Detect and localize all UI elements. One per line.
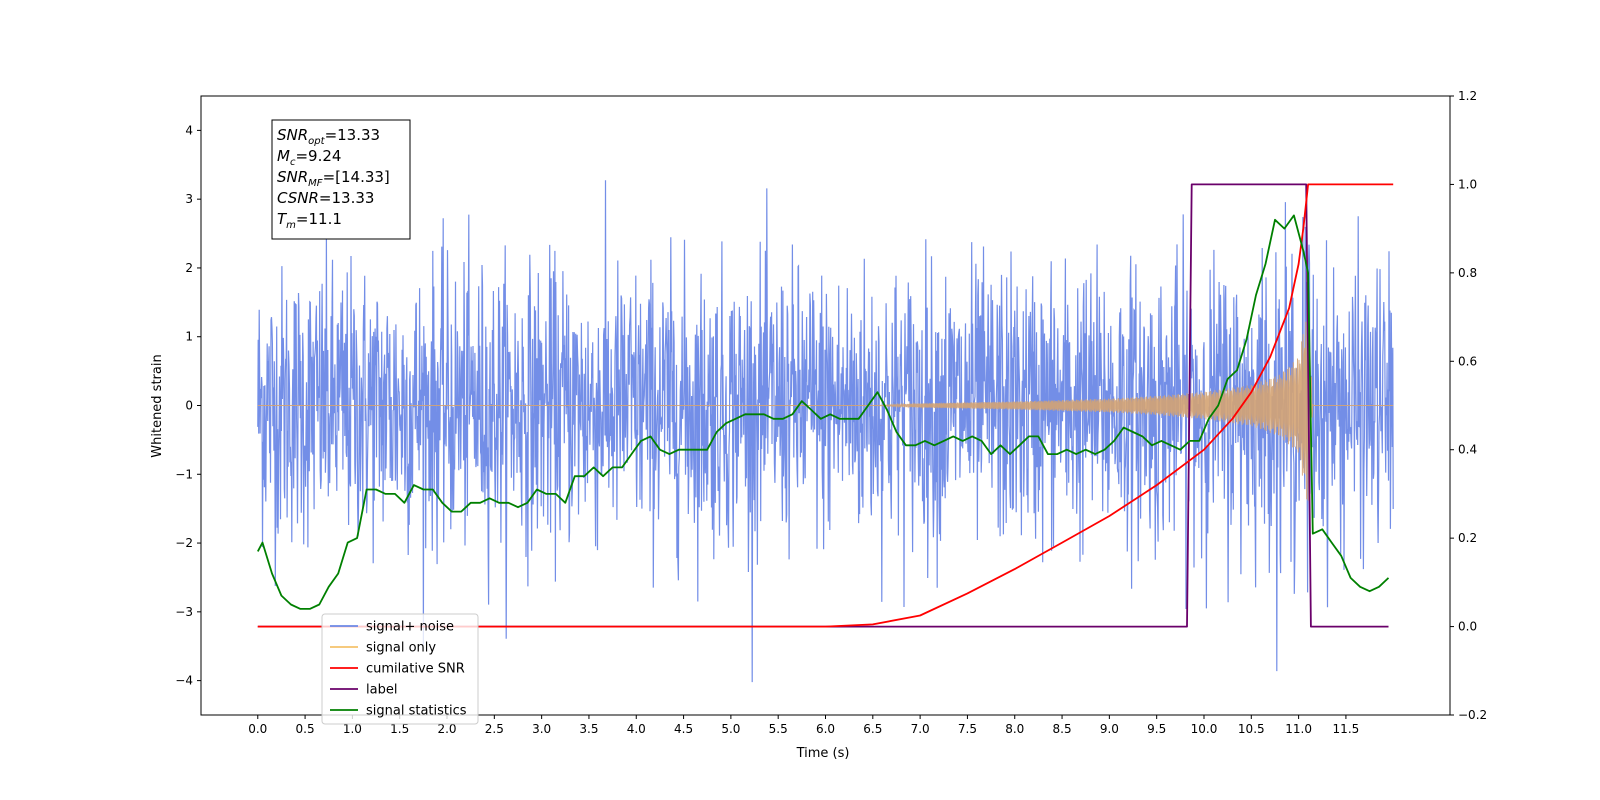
x-tick-label: 6.0 — [816, 722, 835, 736]
annotation-box: SNRopt=13.33Mc=9.24SNRMF=[14.33]CSNR=13.… — [271, 119, 411, 240]
y2-tick-label: 0.4 — [1458, 443, 1477, 457]
annotation-symbol: CSNR — [277, 189, 319, 207]
y2-tick-label: 0.0 — [1458, 620, 1477, 634]
signal-only-line — [257, 307, 1394, 501]
annotation-line: SNRMF=[14.33] — [277, 168, 390, 189]
y-tick-label: −3 — [175, 605, 193, 619]
annotation-line: CSNR=13.33 — [277, 189, 374, 207]
annotation-subscript: m — [286, 220, 296, 231]
x-tick-label: 11.0 — [1285, 722, 1312, 736]
y-tick-label: 3 — [185, 192, 193, 206]
y-tick-label: 2 — [185, 261, 193, 275]
x-tick-label: 1.5 — [390, 722, 409, 736]
x-tick-label: 9.0 — [1100, 722, 1119, 736]
cumulative-snr-line — [257, 183, 1394, 628]
legend-label: cumilative SNR — [366, 662, 465, 677]
x-tick-label: 4.0 — [627, 722, 646, 736]
x-tick-label: 4.5 — [674, 722, 693, 736]
plot-area — [257, 180, 1394, 683]
x-axis-label: Time (s) — [796, 746, 850, 761]
series-lines — [257, 183, 1394, 628]
x-tick-label: 9.5 — [1147, 722, 1166, 736]
x-tick-label: 11.5 — [1333, 722, 1360, 736]
x-tick-label: 0.0 — [248, 722, 267, 736]
x-tick-label: 6.5 — [863, 722, 882, 736]
y-axis-label: Whitened strain — [150, 354, 165, 457]
x-tick-label: 5.5 — [769, 722, 788, 736]
x-tick-label: 0.5 — [296, 722, 315, 736]
x-tick-label: 8.5 — [1053, 722, 1072, 736]
x-tick-label: 2.0 — [437, 722, 456, 736]
y-tick-label: −1 — [175, 467, 193, 481]
y-tick-label: 0 — [185, 399, 193, 413]
legend-frame — [321, 613, 479, 725]
legend-label: signal statistics — [366, 704, 467, 719]
annotation-line: Mc=9.24 — [277, 147, 341, 168]
y-tick-label: −2 — [175, 536, 193, 550]
annotation-symbol: T — [277, 210, 288, 228]
annotation-symbol: SNR — [277, 168, 308, 186]
annotation-line: Tm=11.1 — [277, 210, 342, 231]
annotation-frame — [271, 119, 411, 240]
y-tick-label: 1 — [185, 330, 193, 344]
y2-tick-label: 0.6 — [1458, 354, 1477, 368]
y-axis-right: −0.2 0.0 0.2 0.4 0.6 0.8 1.0 1.2 — [1450, 89, 1487, 722]
signal-plus-noise-line — [257, 180, 1394, 683]
y-axis-left: −4 −3 −2 −1 0 1 2 3 4 — [175, 123, 201, 688]
x-tick-label: 7.5 — [958, 722, 977, 736]
y2-tick-label: 1.0 — [1458, 177, 1477, 191]
label-line — [257, 183, 1389, 628]
annotation-value: =9.24 — [295, 147, 341, 165]
annotation-value: =13.33 — [319, 189, 375, 207]
y-tick-label: −4 — [175, 674, 193, 688]
annotation-subscript: c — [290, 157, 296, 168]
x-tick-label: 3.0 — [532, 722, 551, 736]
y2-tick-label: 0.8 — [1458, 266, 1477, 280]
y2-tick-label: 0.2 — [1458, 531, 1477, 545]
annotation-value: =11.1 — [296, 210, 342, 228]
x-tick-label: 2.5 — [485, 722, 504, 736]
x-tick-label: 10.0 — [1191, 722, 1218, 736]
y2-tick-label: 1.2 — [1458, 89, 1477, 103]
signal-statistics-line — [257, 214, 1390, 610]
legend: signal+ noise signal only cumilative SNR la… — [321, 613, 479, 725]
x-axis: 0.0 0.5 1.0 1.5 2.0 2.5 3.0 3.5 4.0 4.5 5.0 5.5 6.0 6… — [248, 715, 1359, 736]
annotation-subscript: opt — [308, 136, 325, 147]
annotation-value: =13.33 — [325, 126, 381, 144]
x-tick-label: 8.0 — [1005, 722, 1024, 736]
x-tick-label: 1.0 — [343, 722, 362, 736]
legend-label: signal only — [366, 641, 436, 656]
y-tick-label: 4 — [185, 123, 193, 137]
annotation-value: =[14.33] — [323, 168, 390, 186]
annotation-subscript: MF — [308, 178, 323, 189]
annotation-line: SNRopt=13.33 — [277, 126, 380, 147]
legend-label: label — [366, 683, 397, 698]
annotation-symbol: SNR — [277, 126, 308, 144]
x-tick-label: 10.5 — [1238, 722, 1265, 736]
annotation-symbol: M — [277, 147, 290, 165]
x-tick-label: 3.5 — [579, 722, 598, 736]
signal-plus-noise-series — [257, 180, 1394, 683]
y2-tick-label: −0.2 — [1458, 708, 1487, 722]
legend-label: signal+ noise — [366, 620, 454, 635]
x-tick-label: 7.0 — [911, 722, 930, 736]
x-tick-label: 5.0 — [721, 722, 740, 736]
signal-only-series — [257, 307, 1394, 501]
